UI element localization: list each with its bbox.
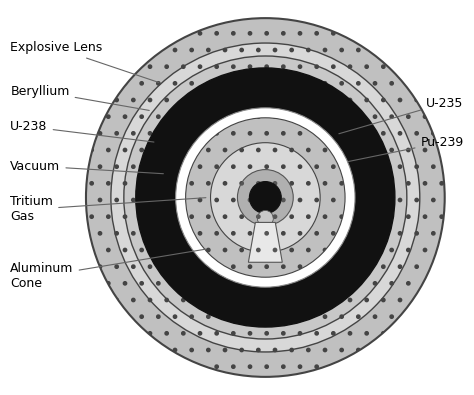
Circle shape: [249, 182, 281, 213]
Circle shape: [186, 118, 345, 277]
Text: U-238: U-238: [10, 120, 154, 142]
Circle shape: [136, 68, 395, 327]
Text: U-235: U-235: [339, 96, 464, 134]
Circle shape: [237, 169, 293, 226]
Text: Vacuum: Vacuum: [10, 160, 164, 174]
Circle shape: [257, 211, 273, 226]
Text: Tritium
Gas: Tritium Gas: [10, 195, 206, 223]
Text: Beryllium: Beryllium: [10, 85, 149, 111]
Circle shape: [124, 56, 407, 339]
Circle shape: [86, 18, 445, 377]
Text: Pu-239: Pu-239: [348, 136, 464, 162]
Circle shape: [176, 108, 355, 287]
Text: Explosive Lens: Explosive Lens: [10, 41, 159, 83]
Circle shape: [210, 143, 320, 252]
Text: Aluminum
Cone: Aluminum Cone: [10, 249, 206, 290]
Circle shape: [111, 43, 420, 352]
Polygon shape: [248, 222, 283, 262]
